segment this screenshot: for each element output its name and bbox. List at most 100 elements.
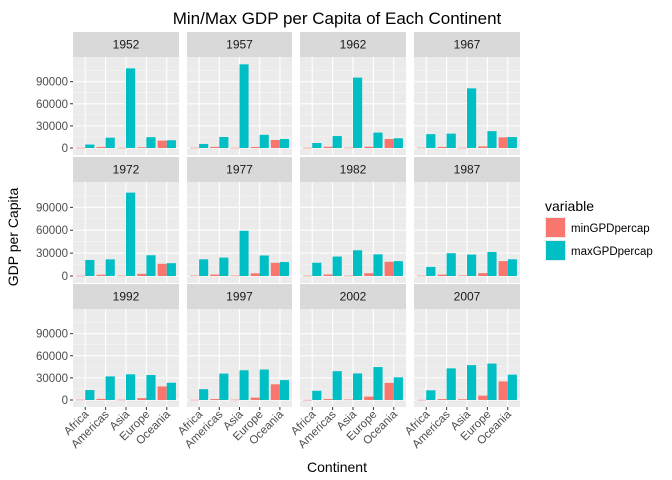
bar-maxGPDpercap-Asia (353, 373, 363, 400)
bar-maxGPDpercap-Asia (467, 254, 477, 276)
facet-panel-1987: 1987 (414, 157, 520, 283)
facet-panel-1957: 1957 (187, 32, 292, 155)
y-tick-label: 90000 (36, 329, 68, 341)
bar-minGPDpercap-Oceania (498, 137, 508, 148)
bar-maxGPDpercap-Europe (487, 251, 497, 276)
bar-maxGPDpercap-Oceania (393, 138, 403, 148)
bar-minGPDpercap-Asia (230, 275, 240, 277)
bar-minGPDpercap-Europe (478, 146, 488, 148)
bar-minGPDpercap-Oceania (498, 381, 508, 400)
y-axis-title: GDP per Capita (5, 188, 21, 287)
facet-strip (73, 157, 179, 182)
bar-minGPDpercap-Europe (250, 273, 260, 276)
bar-maxGPDpercap-Africa (312, 142, 322, 148)
facet-strip-label: 1957 (226, 38, 253, 52)
bar-minGPDpercap-Europe (137, 273, 147, 276)
facet-strip (300, 32, 406, 57)
bar-minGPDpercap-Africa (76, 147, 86, 149)
bar-minGPDpercap-Oceania (270, 262, 280, 276)
bar-minGPDpercap-Americas (437, 399, 447, 400)
legend-label-maxGPDpercap: maxGPDpercap (571, 246, 653, 258)
y-tick-label: 30000 (36, 121, 68, 133)
facet-strip (300, 157, 406, 182)
bar-maxGPDpercap-Americas (219, 257, 229, 276)
bar-minGPDpercap-Asia (457, 399, 467, 400)
bar-minGPDpercap-Africa (76, 399, 86, 401)
bar-minGPDpercap-Americas (210, 146, 220, 148)
bar-maxGPDpercap-Africa (426, 390, 436, 400)
bar-maxGPDpercap-Oceania (166, 140, 176, 148)
facet-strip-label: 1962 (340, 38, 367, 52)
legend: variable minGPDpercap maxGPDpercap (545, 198, 653, 261)
bar-maxGPDpercap-Asia (239, 230, 249, 276)
facet-panel-1952: 1952 0 30000 60000 90000 (36, 32, 179, 155)
bar-minGPDpercap-Europe (364, 396, 374, 400)
bar-minGPDpercap-Oceania (270, 139, 280, 148)
facet-strip (187, 284, 292, 309)
facet-strip (73, 284, 179, 309)
y-tick-label: 60000 (36, 351, 68, 363)
bar-maxGPDpercap-Asia (126, 192, 136, 276)
bar-minGPDpercap-Asia (343, 147, 353, 149)
bar-maxGPDpercap-Europe (259, 134, 269, 148)
bar-maxGPDpercap-Americas (332, 256, 342, 276)
bar-maxGPDpercap-Africa (85, 144, 95, 148)
legend-label-minGPDpercap: minGPDpercap (571, 223, 650, 235)
bar-maxGPDpercap-Oceania (279, 262, 289, 276)
facet-strip (414, 284, 520, 309)
facet-panel-1982: 1982 (300, 157, 406, 283)
bar-minGPDpercap-Africa (190, 275, 200, 277)
bar-minGPDpercap-Americas (96, 398, 106, 400)
bar-maxGPDpercap-Oceania (279, 139, 289, 148)
facet-strip-label: 1992 (113, 290, 140, 304)
bar-minGPDpercap-Americas (437, 274, 447, 276)
bar-maxGPDpercap-Oceania (166, 382, 176, 400)
y-tick-label: 30000 (36, 248, 68, 260)
bar-minGPDpercap-Africa (76, 275, 86, 277)
facet-strip (414, 32, 520, 57)
bar-minGPDpercap-Oceania (384, 139, 394, 148)
facet-panel-1972: 1972 0 30000 60000 90000 (36, 157, 179, 283)
bar-maxGPDpercap-Africa (199, 389, 209, 400)
bar-minGPDpercap-Asia (230, 147, 240, 149)
x-axis-title: Continent (307, 459, 367, 475)
bar-maxGPDpercap-Asia (353, 250, 363, 276)
bar-maxGPDpercap-Europe (373, 367, 383, 400)
bar-maxGPDpercap-Oceania (393, 377, 403, 400)
bar-maxGPDpercap-Europe (146, 375, 156, 400)
bar-minGPDpercap-Asia (457, 275, 467, 277)
bar-minGPDpercap-Americas (96, 146, 106, 148)
bar-maxGPDpercap-Oceania (393, 261, 403, 276)
bar-maxGPDpercap-Asia (126, 374, 136, 400)
bar-minGPDpercap-Oceania (384, 261, 394, 276)
y-tick-label: 0 (62, 271, 68, 283)
bar-maxGPDpercap-Asia (353, 77, 363, 148)
bar-minGPDpercap-Oceania (498, 261, 508, 276)
bar-maxGPDpercap-Oceania (279, 380, 289, 400)
bar-minGPDpercap-Asia (230, 399, 240, 401)
bar-maxGPDpercap-Americas (446, 253, 456, 276)
bar-minGPDpercap-Africa (303, 147, 313, 149)
y-tick-label: 0 (62, 143, 68, 155)
bar-maxGPDpercap-Europe (373, 132, 383, 148)
bar-maxGPDpercap-Africa (199, 259, 209, 276)
bar-maxGPDpercap-Americas (105, 137, 115, 148)
y-tick-label: 60000 (36, 225, 68, 237)
bar-minGPDpercap-Asia (116, 399, 126, 401)
bar-minGPDpercap-Africa (303, 275, 313, 277)
bar-maxGPDpercap-Americas (332, 371, 342, 400)
bar-maxGPDpercap-Oceania (507, 137, 517, 148)
bar-maxGPDpercap-Asia (467, 365, 477, 400)
bar-minGPDpercap-Oceania (157, 386, 167, 400)
facet-strip (414, 157, 520, 182)
bar-minGPDpercap-Americas (210, 274, 220, 276)
bar-maxGPDpercap-Africa (426, 266, 436, 276)
bar-maxGPDpercap-Asia (239, 370, 249, 400)
bar-minGPDpercap-Europe (137, 147, 147, 148)
bar-minGPDpercap-Europe (478, 273, 488, 276)
bar-minGPDpercap-Africa (190, 147, 200, 149)
